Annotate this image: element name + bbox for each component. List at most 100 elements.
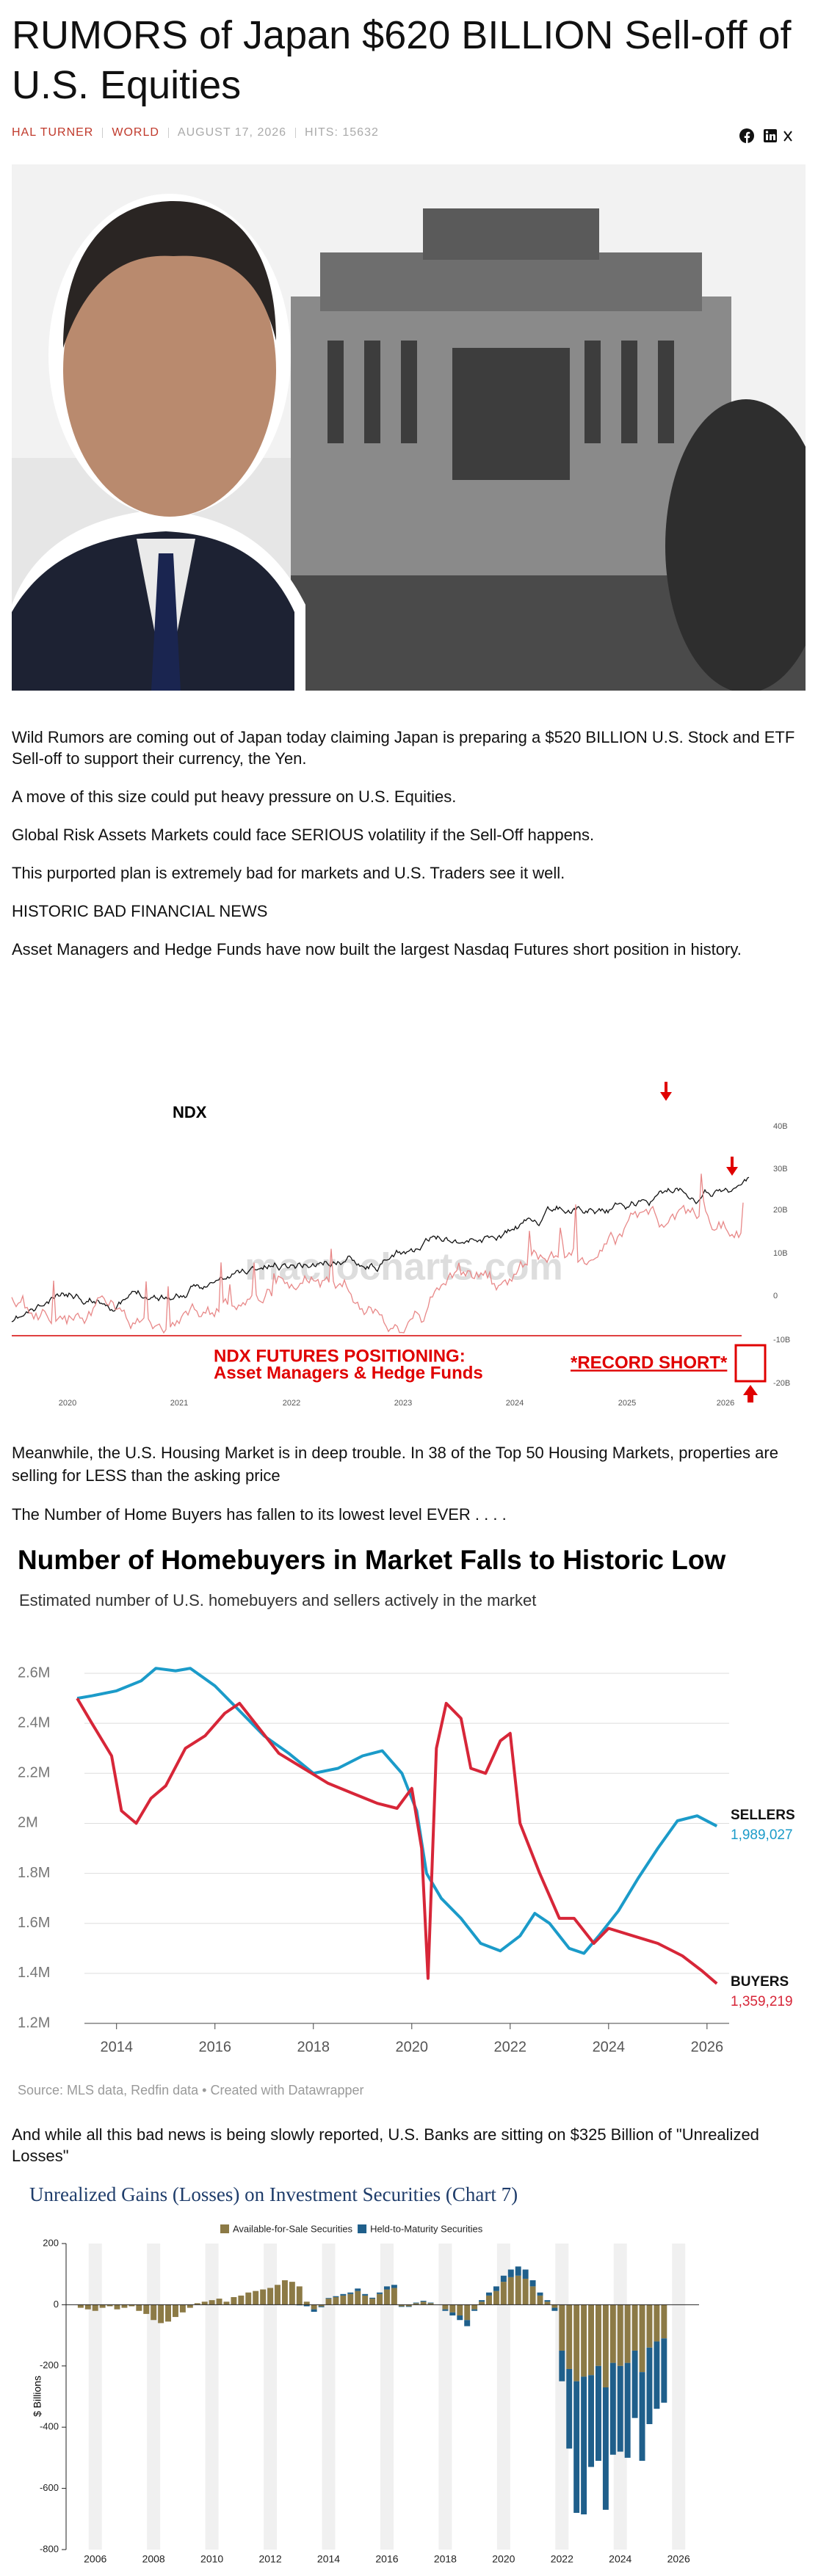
x-label: 2025 [618,1399,636,1408]
x-icon[interactable] [783,131,792,142]
bar [377,2292,383,2294]
bar [544,2302,551,2305]
bar [595,2365,601,2462]
bar [661,2304,667,2339]
bar [522,2278,529,2305]
bar [187,2304,193,2308]
bar [617,2304,623,2366]
bar [617,2365,623,2452]
y-tick-label: -400 [40,2421,59,2432]
bar [253,2291,259,2305]
bar [245,2292,252,2305]
bar [267,2288,274,2305]
bar [529,2280,536,2287]
bar [551,2304,558,2308]
bar [457,2315,463,2321]
x-label: 2020 [59,1399,76,1408]
y-tick-label: 2.4M [18,1714,50,1731]
bar [654,2304,660,2342]
hero-image [12,164,806,691]
bar [77,2304,84,2308]
bar [355,2288,361,2291]
bar [559,2304,565,2351]
series-line [76,1698,718,1985]
y-label: -10B [773,1336,790,1345]
legend-label: BUYERS [731,1974,789,1990]
series-label: NDX [173,1103,207,1121]
arrow-up [743,1385,758,1402]
bar [420,2302,427,2305]
bar [413,2302,419,2304]
bar [551,2307,558,2311]
bar [602,2387,609,2510]
bar [654,2341,660,2409]
y-label: 30B [773,1165,788,1174]
y-tick-label: 200 [43,2237,59,2248]
bar [398,2306,405,2307]
x-tick-label: 2022 [551,2553,573,2565]
bar [529,2286,536,2305]
bar [275,2285,280,2305]
y-tick-label: 2.2M [18,1765,50,1781]
paragraph: The Number of Home Buyers has fallen to … [12,1505,507,1524]
watermark: macrocharts.com [245,1246,563,1289]
bar [311,2309,317,2312]
author[interactable]: HAL TURNER [12,126,94,139]
bar [588,2304,594,2376]
y-tick-label: 0 [54,2299,59,2310]
bar [179,2304,186,2313]
bar [209,2300,215,2305]
x-label: 2021 [170,1399,188,1408]
chart-subtitle: Estimated number of U.S. homebuyers and … [19,1591,536,1609]
bar [573,2381,580,2513]
chart-source: Source: MLS data, Redfin data • Created … [18,2083,364,2097]
x-tick-label: 2026 [691,2039,724,2055]
bar [639,2372,645,2462]
bar [486,2292,492,2296]
x-tick-label: 2024 [593,2039,626,2055]
bar [544,2300,551,2302]
bar [646,2304,653,2348]
linkedin-icon[interactable] [764,129,777,142]
bar [172,2304,178,2318]
y-tick-label: 1.6M [18,1915,50,1931]
category[interactable]: WORLD [112,126,159,139]
y-tick-label: 1.8M [18,1865,50,1881]
bar [303,2304,310,2307]
bar [355,2291,361,2305]
bar [398,2304,405,2307]
bar [340,2293,347,2296]
facebook-icon[interactable] [739,128,754,143]
bar [369,2299,376,2305]
bar [347,2293,354,2305]
price-line [11,1176,750,1322]
bar [121,2304,128,2308]
bar [318,2304,325,2307]
bar [661,2338,667,2403]
bar [427,2303,434,2305]
bar [383,2286,390,2290]
x-tick-label: 2024 [609,2553,631,2565]
bar [500,2275,507,2282]
paragraph: Asset Managers and Hedge Funds have now … [12,940,742,958]
bar [420,2300,427,2302]
x-tick-label: 2014 [100,2039,133,2055]
bar [507,2269,514,2277]
bar [362,2295,369,2305]
callout-subtitle: Asset Managers & Hedge Funds [214,1363,483,1383]
x-label: 2024 [506,1399,524,1408]
bar [377,2293,383,2305]
y-label: -20B [773,1379,790,1388]
bar [347,2292,354,2294]
bar [624,2304,631,2363]
paragraph: And while all this bad news is being slo… [12,2125,759,2165]
bar [303,2302,310,2305]
bar [457,2304,463,2315]
bar [325,2298,332,2299]
x-tick-label: 2018 [434,2553,457,2565]
x-tick-label: 2012 [258,2553,281,2565]
bar [573,2304,580,2382]
chart-title: Number of Homebuyers in Market Falls to … [18,1545,725,1575]
paragraph: Global Risk Assets Markets could face SE… [12,826,595,844]
legend-swatch [358,2224,367,2233]
